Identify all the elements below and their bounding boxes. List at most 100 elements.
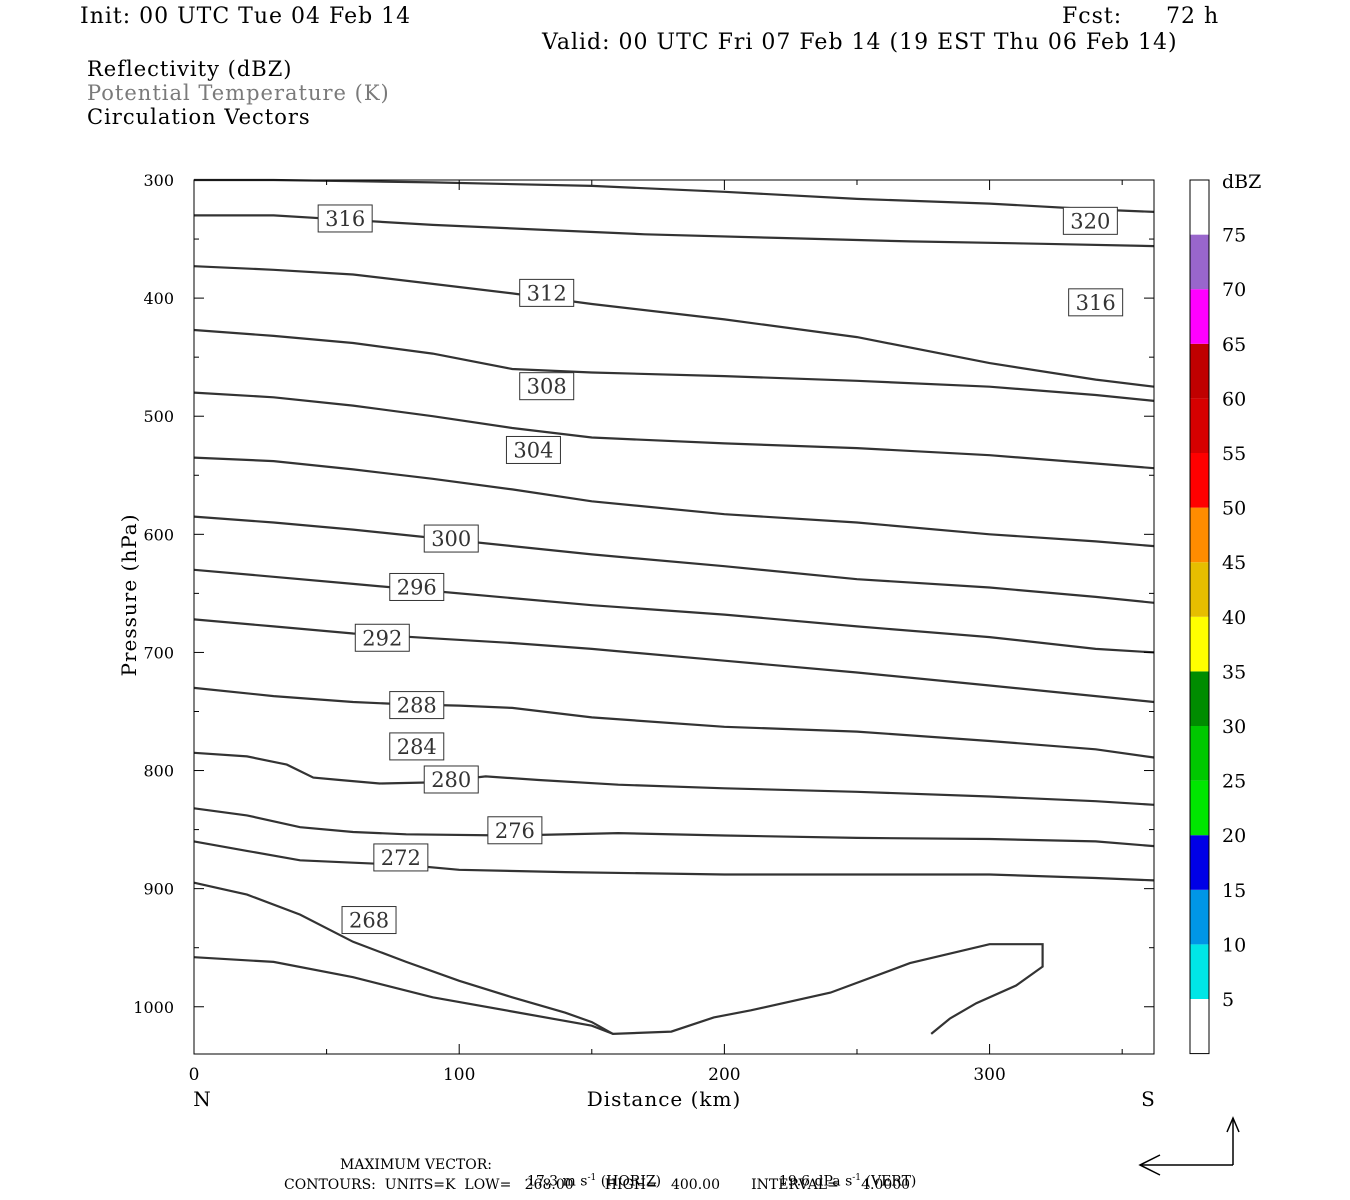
x-tick-label: 300 (973, 1065, 1005, 1085)
contour-labels: 268 272 276 280 284 288 292 296 300 304 308 312 316 3… (317, 204, 1124, 935)
max-vector-label: MAXIMUM VECTOR: (340, 1157, 492, 1173)
valid-time: Valid: 00 UTC Fri 07 Feb 14 (19 EST Thu … (542, 30, 1178, 55)
colorbar-label: 20 (1222, 825, 1246, 847)
contour-label-288: 288 (397, 694, 437, 718)
contour-label-box (519, 372, 575, 401)
colorbar-swatch (1190, 671, 1209, 726)
isentrope-292-6 (193, 618, 1155, 704)
isentrope-316-13 (194, 214, 1155, 248)
contour-label-272: 272 (381, 846, 421, 870)
horiz-exponent: -1 (587, 1173, 597, 1183)
contour-label-box (423, 765, 479, 794)
isentrope-300-8 (193, 515, 1155, 604)
colorbar-label: 25 (1222, 771, 1246, 793)
plot-frame (193, 179, 1155, 1055)
x-end-label-right: S (1141, 1087, 1155, 1111)
y-tick-label: 700 (143, 643, 174, 662)
contour-label-box (487, 816, 543, 845)
isentrope-320-14 (194, 178, 1155, 213)
y-tick-label: 1000 (133, 998, 174, 1017)
isentrope-284-4 (193, 751, 1155, 806)
contour-label-300: 300 (431, 527, 471, 551)
isentrope-296-7 (193, 568, 1155, 654)
contour-label-268: 268 (349, 909, 389, 933)
colorbar-swatch (1190, 780, 1209, 836)
isentrope-280-3 (193, 807, 1155, 848)
colorbar-label: 55 (1222, 443, 1246, 465)
contour-label-316: 316 (1076, 291, 1116, 315)
init-time: Init: 00 UTC Tue 04 Feb 14 (80, 4, 412, 29)
colorbar-label: 45 (1222, 552, 1246, 574)
colorbar-label: 60 (1222, 388, 1246, 410)
vert-value: 19.6 dPa s (778, 1173, 853, 1190)
contour-label-box (354, 623, 410, 652)
contour-label-box (519, 278, 575, 307)
reference-vector-icon (1138, 1116, 1240, 1176)
colorbar-title: dBZ (1222, 171, 1261, 193)
contour-label-box (389, 732, 445, 761)
horiz-value: 17.3 m s (526, 1173, 588, 1190)
contour-label-box (317, 204, 373, 233)
colorbar-swatch (1190, 180, 1209, 235)
colorbar-label: 70 (1222, 279, 1246, 301)
colorbar-label: 75 (1222, 225, 1246, 247)
colorbar-swatch (1190, 289, 1209, 344)
contour-label-box (341, 906, 397, 935)
colorbar-swatch (1190, 835, 1209, 890)
y-tick-label: 900 (143, 880, 174, 899)
isentrope-268-0 (193, 956, 614, 1035)
contour-label-box (389, 691, 445, 720)
y-tick-label: 600 (143, 525, 174, 544)
colorbar-swatch (1190, 999, 1209, 1054)
contour-label-312: 312 (527, 281, 567, 305)
contour-label-296: 296 (397, 575, 437, 599)
contour-label-box (389, 572, 445, 601)
y-tick-label: 800 (143, 762, 174, 781)
isentrope-304-9 (193, 456, 1155, 548)
colorbar-label: 40 (1222, 607, 1246, 629)
x-tick-label: 0 (189, 1065, 200, 1085)
colorbar-swatch (1190, 453, 1209, 508)
x-tick-label: 200 (708, 1065, 740, 1085)
colorbar-label: 10 (1222, 934, 1246, 956)
colorbar-label: 5 (1222, 989, 1234, 1011)
isentrope-272-1 (193, 881, 1044, 1036)
isentrope-276-2 (193, 840, 1155, 882)
contour-label-308: 308 (527, 375, 567, 399)
axes: 300 400 500 600 700 800 900 1000 0 100 200 300 Dista… (117, 171, 1155, 1111)
contour-info: CONTOURS: UNITS=K LOW= 268.00 HIGH= 400.… (284, 1177, 911, 1193)
colorbar-label: 30 (1222, 716, 1246, 738)
colorbar-swatch (1190, 234, 1209, 290)
colorbar-swatch (1190, 726, 1209, 781)
isentrope-contours (193, 178, 1155, 1036)
field-potential-temperature: Potential Temperature (K) (87, 81, 390, 105)
vert-exponent: -1 (852, 1173, 862, 1183)
colorbar-swatch (1190, 944, 1209, 999)
vert-tag: (VERT) (865, 1173, 917, 1190)
plot-border (193, 179, 1155, 1055)
contour-label-284: 284 (397, 735, 437, 759)
contour-label-304: 304 (513, 438, 553, 462)
x-axis-title: Distance (km) (587, 1087, 742, 1111)
contour-label-276: 276 (495, 819, 535, 843)
colorbar-swatch (1190, 398, 1209, 453)
colorbar-swatch (1190, 889, 1209, 945)
contour-label-box (1062, 206, 1118, 235)
isentrope-312-11 (193, 328, 1155, 402)
contour-label-box (505, 435, 561, 464)
colorbar-swatch (1190, 562, 1209, 617)
y-tick-label: 400 (143, 289, 174, 308)
x-tick-label: 100 (443, 1065, 475, 1085)
colorbar-label: 65 (1222, 334, 1246, 356)
field-circulation-vectors: Circulation Vectors (87, 105, 311, 129)
colorbar-label: 15 (1222, 880, 1246, 902)
colorbar-swatch (1190, 343, 1209, 399)
max-vert-vector: 19.6 dPa s-1 (VERT) (770, 1157, 916, 1190)
colorbar-swatch (1190, 507, 1209, 563)
colorbar-label: 50 (1222, 498, 1246, 520)
contour-label-box (373, 843, 429, 872)
horiz-tag: (HORIZ) (600, 1173, 662, 1190)
contour-label-280: 280 (431, 768, 471, 792)
y-tick-label: 300 (143, 171, 174, 190)
